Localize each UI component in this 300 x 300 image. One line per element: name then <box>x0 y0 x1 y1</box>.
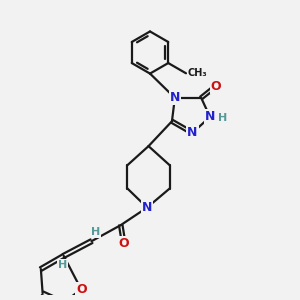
Text: H: H <box>91 227 101 237</box>
Text: N: N <box>142 201 152 214</box>
Text: N: N <box>205 110 215 123</box>
Text: H: H <box>218 113 227 123</box>
Text: N: N <box>187 127 198 140</box>
Text: N: N <box>170 92 180 104</box>
Text: O: O <box>76 283 87 296</box>
Text: CH₃: CH₃ <box>188 68 207 78</box>
Text: O: O <box>211 80 221 93</box>
Text: O: O <box>118 237 129 250</box>
Text: H: H <box>58 260 67 270</box>
